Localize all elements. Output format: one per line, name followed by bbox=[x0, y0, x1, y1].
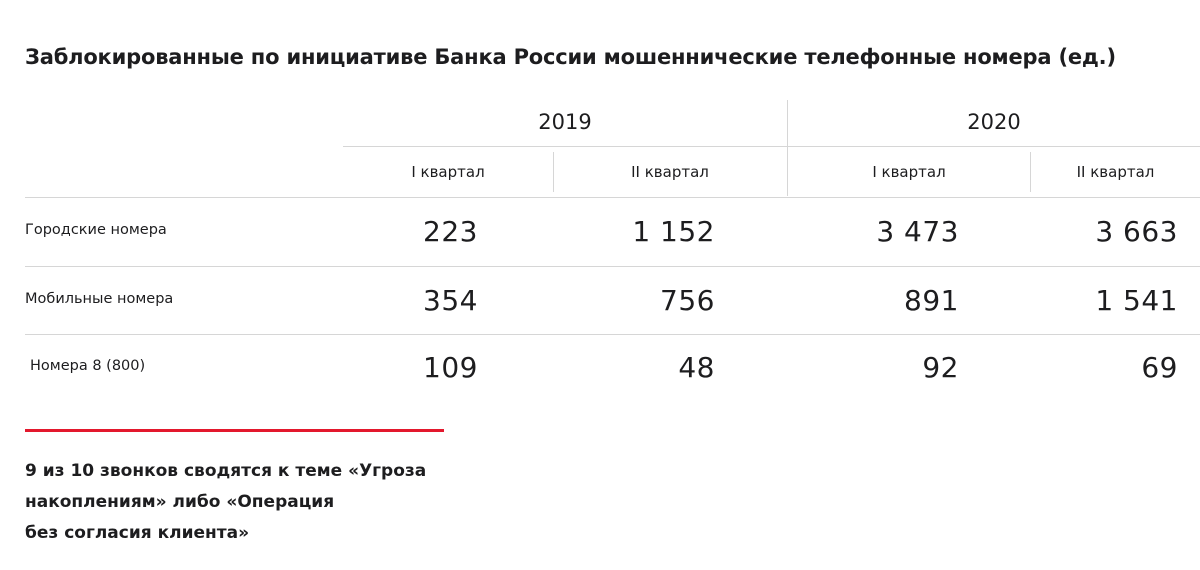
year-header-2020: 2020 bbox=[967, 110, 1021, 134]
quarter-header-2020-q2: II квартал bbox=[1076, 163, 1155, 181]
quarter-header-2019-q2: II квартал bbox=[631, 163, 709, 181]
page-title: Заблокированные по инициативе Банка Росс… bbox=[25, 45, 1116, 69]
table-cell: 1 152 bbox=[632, 215, 715, 248]
quarter-header-2019-q1: I квартал bbox=[411, 163, 485, 181]
note-line: накоплениям» либо «Операция bbox=[25, 492, 335, 512]
table-cell: 1 541 bbox=[1095, 284, 1178, 317]
table-cell: 756 bbox=[660, 284, 715, 317]
year-underline bbox=[343, 146, 1200, 147]
note-line: без согласия клиента» bbox=[25, 523, 250, 543]
row-divider bbox=[25, 334, 1200, 335]
quarter-divider-2020 bbox=[1030, 152, 1031, 192]
table-cell: 891 bbox=[904, 284, 959, 317]
table-cell: 223 bbox=[423, 215, 478, 248]
quarter-divider-2019 bbox=[553, 152, 554, 192]
table-cell: 109 bbox=[423, 351, 478, 384]
row-label-800: Номера 8 (800) bbox=[30, 358, 146, 374]
quarter-header-2020-q1: I квартал bbox=[872, 163, 946, 181]
note-line: 9 из 10 звонков сводятся к теме «Угроза bbox=[25, 461, 427, 481]
table-cell: 48 bbox=[678, 351, 715, 384]
table-cell: 3 473 bbox=[876, 215, 959, 248]
table-cell: 354 bbox=[423, 284, 478, 317]
table-cell: 92 bbox=[922, 351, 959, 384]
row-label-city: Городские номера bbox=[25, 222, 167, 238]
row-label-mobile: Мобильные номера bbox=[25, 291, 174, 307]
year-header-2019: 2019 bbox=[538, 110, 592, 134]
row-divider bbox=[25, 266, 1200, 267]
table-cell: 69 bbox=[1141, 351, 1178, 384]
note-text: 9 из 10 звонков сводятся к теме «Угроза … bbox=[25, 456, 465, 549]
header-bottom-line bbox=[25, 197, 1200, 198]
year-divider bbox=[787, 100, 788, 196]
table-cell: 3 663 bbox=[1095, 215, 1178, 248]
accent-divider bbox=[25, 429, 444, 432]
